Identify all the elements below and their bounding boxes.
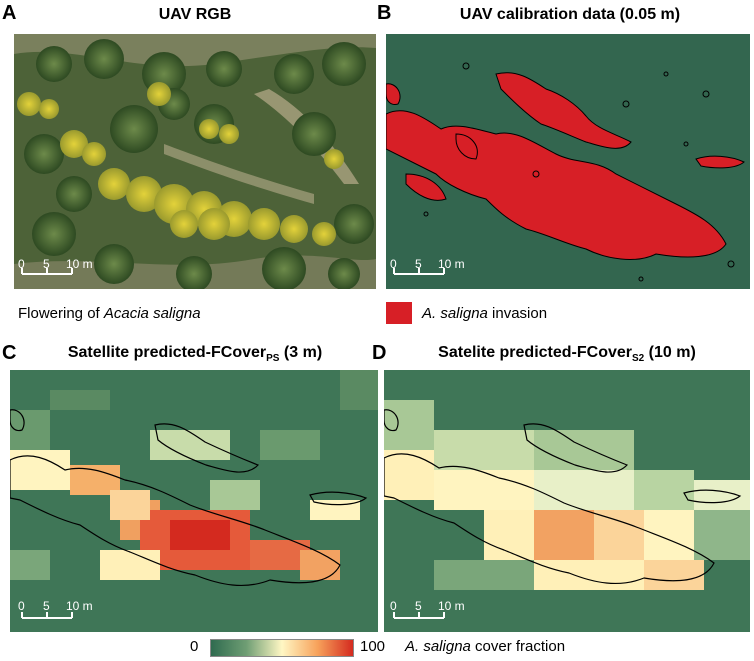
colorbar	[210, 639, 354, 657]
colorbar-min-label: 0	[190, 638, 199, 655]
panel-letter-a: A	[2, 2, 17, 24]
colorbar-title-species: A. saligna	[405, 638, 471, 655]
scale-label-a-0: 0	[18, 257, 25, 271]
scale-label-a-10: 10 m	[66, 257, 93, 271]
panel-title-c-tail: (3 m)	[279, 344, 323, 361]
scale-label-c-10: 10 m	[66, 599, 93, 613]
scale-label-b-5: 5	[415, 257, 422, 271]
caption-a-species: Acacia saligna	[103, 305, 201, 322]
panel-title-d: Satelite predicted-FCoverS2 (10 m)	[384, 344, 750, 364]
panel-title-d-main: Satelite predicted-FCover	[438, 344, 632, 361]
legend-b-text: invasion	[487, 305, 548, 322]
scale-label-d-10: 10 m	[438, 599, 465, 613]
colorbar-title: A. saligna cover fraction	[405, 638, 565, 655]
scale-label-d-5: 5	[415, 599, 422, 613]
panel-title-c-sub: PS	[266, 353, 280, 365]
panel-title-d-tail: (10 m)	[644, 344, 696, 361]
scale-label-a-5: 5	[43, 257, 50, 271]
uav-rgb-image	[14, 34, 376, 289]
legend-b: A. saligna invasion	[422, 305, 547, 322]
scale-label-d-0: 0	[390, 599, 397, 613]
legend-b-species: A. saligna	[422, 305, 488, 322]
scale-label-c-0: 0	[18, 599, 25, 613]
scale-label-b-10: 10 m	[438, 257, 465, 271]
scale-label-b-0: 0	[390, 257, 397, 271]
fcover-s2-map	[384, 370, 750, 632]
panel-letter-c: C	[2, 342, 17, 364]
uav-calibration-map	[386, 34, 750, 289]
panel-title-d-sub: S2	[632, 353, 645, 365]
scale-label-c-5: 5	[43, 599, 50, 613]
caption-a-text: Flowering of	[18, 305, 104, 322]
fcover-ps-map	[10, 370, 378, 632]
invasion-legend-swatch	[386, 302, 412, 324]
panel-title-a: UAV RGB	[158, 6, 232, 23]
panel-title-c: Satellite predicted-FCoverPS (3 m)	[14, 344, 376, 364]
panel-letter-d: D	[372, 342, 387, 364]
panel-letter-b: B	[377, 2, 392, 24]
colorbar-title-text: cover fraction	[470, 638, 566, 655]
caption-a: Flowering of Acacia saligna	[18, 305, 201, 322]
colorbar-max-label: 100	[360, 638, 386, 655]
panel-title-c-main: Satellite predicted-FCover	[67, 344, 267, 361]
panel-title-b: UAV calibration data (0.05 m)	[459, 6, 681, 23]
